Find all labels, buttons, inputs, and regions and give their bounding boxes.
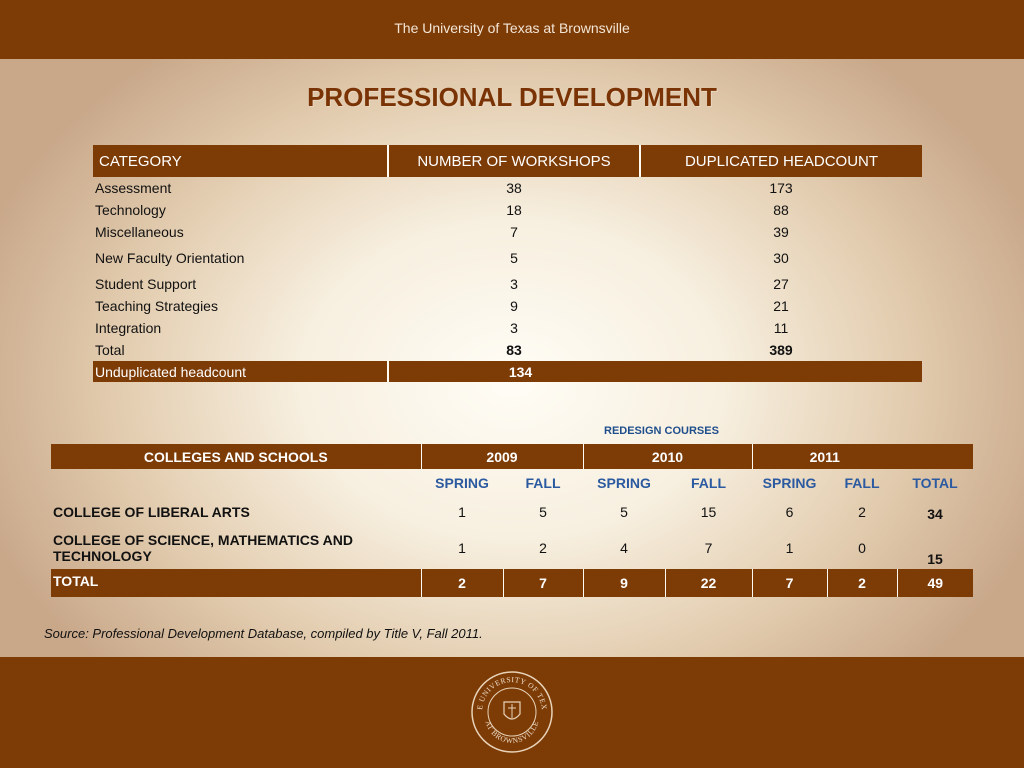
workshops-header-row: CATEGORY NUMBER OF WORKSHOPS DUPLICATED … xyxy=(93,145,922,177)
value-cell: 5 xyxy=(620,503,628,520)
value-cell: 0 xyxy=(858,540,866,556)
row-total: 34 xyxy=(927,505,943,522)
table-row: Technology 18 88 xyxy=(93,199,922,221)
value-cell: 15 xyxy=(700,503,717,520)
row-total: 15 xyxy=(927,551,943,567)
category-cell: Assessment xyxy=(95,180,172,196)
value-cell: 2 xyxy=(539,540,547,556)
seal-bottom-text: AT BROWNSVILLE xyxy=(484,720,540,746)
value-cell: 5 xyxy=(539,503,547,520)
semester-subheader-row: SPRING FALL SPRING FALL SPRING FALL TOTA… xyxy=(51,469,973,496)
seal-top-text: THE UNIVERSITY OF TEXAS xyxy=(470,670,548,711)
headcount-cell: 88 xyxy=(773,202,789,218)
svg-text:AT BROWNSVILLE: AT BROWNSVILLE xyxy=(484,720,541,746)
category-cell: Student Support xyxy=(95,276,197,292)
grand-total: 49 xyxy=(897,569,973,597)
table-row: New Faculty Orientation 5 30 xyxy=(93,243,922,273)
unduplicated-label: Unduplicated headcount xyxy=(93,361,389,382)
redesign-header-row: COLLEGES AND SCHOOLS 2009 2010 2011 xyxy=(51,444,973,469)
col-header-2011: 2011 xyxy=(752,444,973,469)
empty-cell xyxy=(51,469,421,496)
table-row: COLLEGE OF LIBERAL ARTS 1 5 5 15 6 2 34 xyxy=(51,496,973,527)
workshops-cell: 3 xyxy=(510,320,518,336)
workshops-table: CATEGORY NUMBER OF WORKSHOPS DUPLICATED … xyxy=(93,145,922,382)
value-cell: 1 xyxy=(458,540,466,556)
value-cell: 6 xyxy=(785,503,794,520)
total-row: TOTAL 2 7 9 22 7 2 49 xyxy=(51,569,973,597)
subheader-cell: FALL xyxy=(844,474,880,491)
value-cell: 1 xyxy=(458,503,466,520)
unduplicated-row: Unduplicated headcount 134 xyxy=(93,361,922,382)
workshops-cell: 5 xyxy=(510,250,518,266)
college-name: COLLEGE OF LIBERAL ARTS xyxy=(53,503,250,520)
category-cell: New Faculty Orientation xyxy=(95,250,245,266)
headcount-cell: 27 xyxy=(773,276,789,292)
total-workshops: 83 xyxy=(506,342,522,358)
redesign-table: COLLEGES AND SCHOOLS 2009 2010 2011 SPRI… xyxy=(51,444,973,597)
col-header-category: CATEGORY xyxy=(93,145,389,177)
table-row: Teaching Strategies 9 21 xyxy=(93,295,922,317)
college-name: COLLEGE OF SCIENCE, MATHEMATICS AND TECH… xyxy=(53,532,353,564)
category-cell: Teaching Strategies xyxy=(95,298,218,314)
total-value-cell: 2 xyxy=(421,569,504,597)
subheader-cell: FALL xyxy=(525,474,561,491)
category-cell: Technology xyxy=(95,202,166,218)
workshops-cell: 38 xyxy=(506,180,522,196)
headcount-cell: 173 xyxy=(769,180,793,196)
table-row: Integration 3 11 xyxy=(93,317,922,339)
headcount-cell: 11 xyxy=(773,320,789,336)
workshops-cell: 7 xyxy=(510,224,518,240)
table-row: Assessment 38 173 xyxy=(93,177,922,199)
col-header-colleges: COLLEGES AND SCHOOLS xyxy=(51,444,422,469)
value-cell: 7 xyxy=(704,540,713,556)
total-value-cell: 9 xyxy=(583,569,666,597)
table-row: Student Support 3 27 xyxy=(93,273,922,295)
subheader-total: TOTAL xyxy=(912,474,958,491)
workshops-cell: 9 xyxy=(510,298,518,314)
workshops-cell: 18 xyxy=(506,202,522,218)
headcount-cell: 39 xyxy=(773,224,789,240)
col-header-2009: 2009 xyxy=(421,444,584,469)
headcount-cell: 21 xyxy=(773,298,789,314)
university-seal: THE UNIVERSITY OF TEXAS AT BROWNSVILLE xyxy=(470,670,553,753)
total-row: Total 83 389 xyxy=(93,339,922,361)
subheader-cell: SPRING xyxy=(597,474,651,491)
redesign-courses-label: REDESIGN COURSES xyxy=(604,425,719,437)
col-header-workshops: NUMBER OF WORKSHOPS xyxy=(388,145,641,177)
subheader-cell: FALL xyxy=(691,474,726,491)
subheader-cell: SPRING xyxy=(435,474,489,491)
value-cell: 1 xyxy=(785,540,794,556)
svg-text:THE UNIVERSITY OF TEXAS: THE UNIVERSITY OF TEXAS xyxy=(470,670,549,711)
header-bar: The University of Texas at Brownsville xyxy=(0,0,1024,59)
unduplicated-value: 134 xyxy=(388,361,922,382)
source-note: Source: Professional Development Databas… xyxy=(44,626,483,641)
subheader-cell: SPRING xyxy=(762,474,817,491)
category-cell: Integration xyxy=(95,320,162,336)
university-name: The University of Texas at Brownsville xyxy=(394,20,630,36)
total-label: Total xyxy=(95,342,125,358)
headcount-cell: 30 xyxy=(773,250,789,266)
total-label: TOTAL xyxy=(51,569,422,597)
table-row: Miscellaneous 7 39 xyxy=(93,221,922,243)
table-row: COLLEGE OF SCIENCE, MATHEMATICS AND TECH… xyxy=(51,527,973,569)
col-header-2010: 2010 xyxy=(583,444,753,469)
total-value-cell: 7 xyxy=(752,569,828,597)
value-cell: 2 xyxy=(858,503,866,520)
category-cell: Miscellaneous xyxy=(95,224,184,240)
total-value-cell: 22 xyxy=(665,569,753,597)
total-value-cell: 7 xyxy=(503,569,584,597)
col-header-headcount: DUPLICATED HEADCOUNT xyxy=(640,145,922,177)
total-value-cell: 2 xyxy=(827,569,898,597)
workshops-cell: 3 xyxy=(510,276,518,292)
value-cell: 4 xyxy=(620,540,628,556)
total-headcount: 389 xyxy=(769,342,793,358)
slide-title: PROFESSIONAL DEVELOPMENT xyxy=(307,82,717,112)
